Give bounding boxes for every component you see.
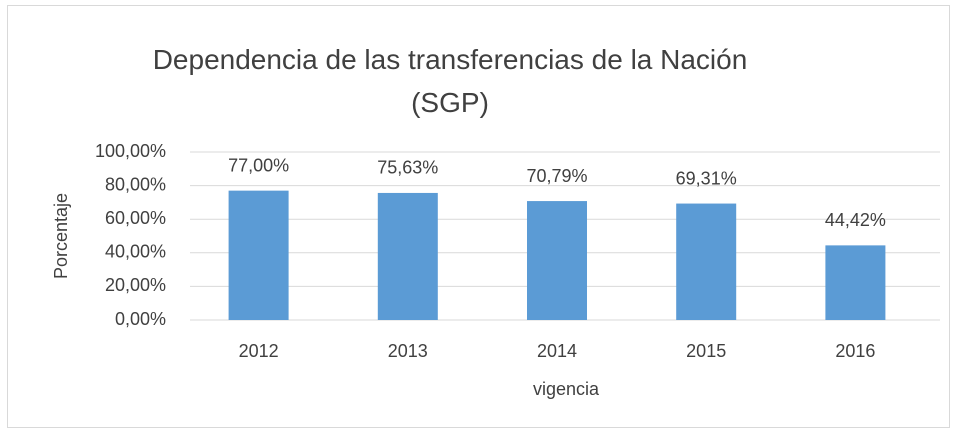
data-label: 75,63% <box>377 158 438 178</box>
chart-title: Dependencia de las transferencias de la … <box>152 44 748 118</box>
x-tick-label: 2013 <box>388 341 428 361</box>
x-tick-label: 2014 <box>537 341 577 361</box>
bar <box>228 190 289 320</box>
chart-border <box>7 5 950 428</box>
y-tick-label: 100,00% <box>95 141 166 161</box>
x-tick-label: 2015 <box>686 341 726 361</box>
bar <box>825 245 886 320</box>
y-tick-label: 0,00% <box>115 309 166 329</box>
bar <box>527 201 587 320</box>
data-label: 69,31% <box>676 168 737 188</box>
data-label: 70,79% <box>526 166 587 186</box>
x-tick-label: 2016 <box>835 341 875 361</box>
y-tick-label: 20,00% <box>105 275 166 295</box>
bar <box>676 203 737 320</box>
bar <box>377 192 438 320</box>
data-label: 77,00% <box>228 155 289 175</box>
x-tick-label: 2012 <box>239 341 279 361</box>
y-tick-label: 40,00% <box>105 242 166 262</box>
y-tick-label: 60,00% <box>105 208 166 228</box>
x-axis-label: vigencia <box>533 379 600 399</box>
data-label: 44,42% <box>825 210 886 230</box>
y-tick-label: 80,00% <box>105 174 166 194</box>
y-axis-label: Porcentaje <box>51 193 71 279</box>
